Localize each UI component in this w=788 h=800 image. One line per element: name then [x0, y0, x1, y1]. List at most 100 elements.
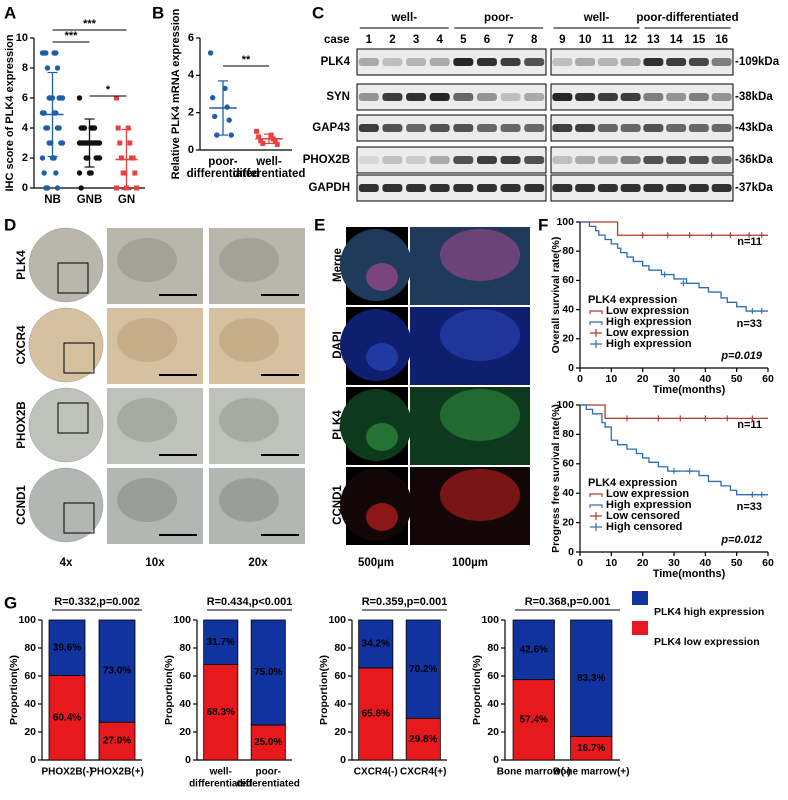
- data-point: [54, 185, 61, 191]
- group-label: poor-: [484, 12, 514, 24]
- censor-mark: [671, 468, 677, 475]
- blot-band: [643, 93, 664, 101]
- blot-band: [666, 124, 687, 132]
- y-tick-label: 0: [30, 754, 36, 766]
- row-label: CCND1: [16, 485, 28, 525]
- blot-band: [552, 156, 573, 164]
- blot-band: [666, 156, 687, 164]
- blot-band: [476, 58, 497, 66]
- blot-band: [597, 184, 618, 192]
- panel-label: A: [4, 3, 16, 22]
- y-tick-label: 20: [179, 726, 191, 738]
- y-tick-label: 80: [179, 642, 191, 654]
- y-tick-label: 20: [334, 726, 346, 738]
- bar-segment: [512, 679, 555, 761]
- blot-band: [476, 124, 497, 132]
- blot-band: [429, 156, 450, 164]
- censor-mark: [677, 415, 684, 422]
- micrograph-texture: [117, 478, 177, 522]
- legend-label: Low censored: [606, 510, 680, 522]
- data-point: [212, 113, 218, 120]
- y-tick-label: 100: [556, 399, 574, 411]
- blot-band: [524, 156, 545, 164]
- tissue-core: [28, 307, 104, 383]
- blot-band: [711, 184, 732, 192]
- blot-band: [500, 184, 521, 192]
- y-axis-label: IHC score of PLK4 expression: [4, 34, 16, 191]
- y-tick-label: 60: [334, 670, 346, 682]
- y-tick-label: 40: [334, 698, 346, 710]
- blot-band: [620, 93, 641, 101]
- zoom-box: [63, 502, 95, 534]
- value-label: 16.7%: [577, 743, 605, 754]
- data-point: [127, 140, 133, 146]
- blot-band: [476, 184, 497, 192]
- data-point: [41, 170, 47, 176]
- column-label: 4x: [60, 557, 73, 569]
- data-point: [44, 125, 51, 131]
- data-point: [258, 138, 264, 144]
- censor-mark: [639, 232, 646, 239]
- value-label: 75.0%: [254, 667, 282, 678]
- value-label: 83.3%: [577, 673, 605, 684]
- data-point: [209, 95, 216, 101]
- lane-label: 3: [413, 34, 419, 46]
- lane-label: 2: [389, 34, 395, 46]
- x-tick-label: 20: [637, 373, 649, 385]
- group-label: poor-differentiated: [636, 12, 738, 24]
- x-tick-label: Bone marrow(-): [497, 767, 571, 778]
- data-point: [207, 50, 214, 56]
- y-axis-label: Overall survival rate(%): [550, 237, 562, 354]
- y-tick-label: 0: [340, 754, 346, 766]
- x-tick-label: 60: [762, 373, 774, 385]
- value-label: 39.6%: [53, 642, 81, 653]
- signal: [440, 229, 520, 281]
- censor-mark: [746, 232, 753, 239]
- blot-band: [453, 156, 474, 164]
- y-tick-label: 8: [22, 62, 28, 74]
- signal: [366, 263, 398, 291]
- data-point: [114, 95, 120, 101]
- size-label: -38kDa: [735, 91, 773, 103]
- panel-label: G: [4, 593, 17, 612]
- y-tick-label: 10: [16, 32, 28, 44]
- protein-label: PLK4: [321, 56, 351, 68]
- legend-swatch: [632, 621, 648, 635]
- y-tick-label: 40: [24, 698, 36, 710]
- blot-band: [688, 58, 709, 66]
- sample-size: n=11: [737, 419, 762, 431]
- censor-mark: [680, 280, 687, 287]
- x-tick-label: differentiated: [233, 168, 306, 180]
- y-tick-label: 0: [568, 362, 574, 374]
- tissue-core: [28, 467, 104, 543]
- data-point: [122, 170, 128, 176]
- x-axis-label: Time(months): [653, 568, 726, 580]
- micrograph-texture: [117, 318, 177, 362]
- micrograph-texture: [219, 398, 279, 442]
- data-point: [254, 128, 260, 134]
- legend-swatch: [590, 512, 602, 520]
- panel-label: C: [312, 3, 324, 22]
- legend-swatch: [589, 493, 603, 497]
- x-axis-label: Time(months): [653, 384, 726, 396]
- data-point: [130, 155, 136, 161]
- protein-label: GAP43: [312, 122, 350, 134]
- blot-band: [597, 58, 618, 66]
- column-label: 500µm: [358, 557, 394, 569]
- blot-band: [552, 124, 573, 132]
- bar-segment: [98, 619, 136, 723]
- blot-band: [382, 184, 403, 192]
- x-tick-label: NB: [44, 194, 61, 206]
- blot-band: [552, 58, 573, 66]
- blot-band: [575, 93, 596, 101]
- legend-swatch: [590, 329, 602, 337]
- blot-band: [524, 184, 545, 192]
- data-point: [54, 65, 61, 71]
- data-point: [272, 139, 278, 145]
- y-tick-label: 60: [24, 670, 36, 682]
- censor-mark: [724, 415, 731, 422]
- y-axis-label: Proportion(%): [471, 655, 483, 725]
- bar-segment: [358, 619, 394, 669]
- blot-band: [453, 93, 474, 101]
- legend-label: High expression: [606, 338, 692, 350]
